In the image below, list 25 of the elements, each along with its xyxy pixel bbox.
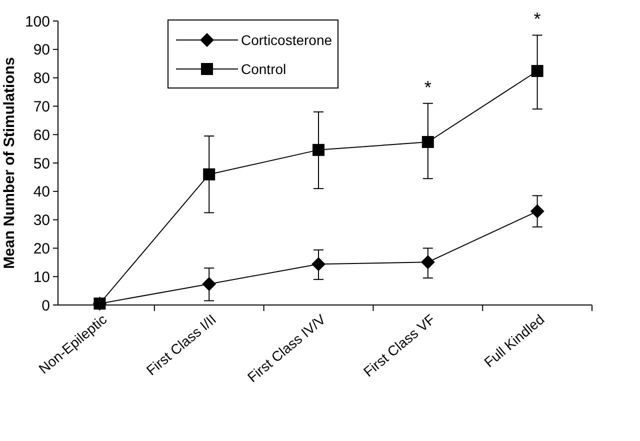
annotation: *	[424, 77, 432, 98]
y-tick-label: 100	[24, 13, 50, 30]
y-tick-label: 20	[33, 240, 50, 258]
y-tick-label: 50	[33, 155, 50, 172]
annotation: *	[534, 9, 541, 30]
y-axis-title: Mean Number of Stimulations	[1, 57, 18, 269]
point	[531, 64, 544, 77]
point	[94, 298, 106, 310]
legend-label: Control	[241, 60, 286, 77]
y-tick-label: 40	[33, 184, 50, 201]
y-tick-label: 10	[33, 268, 50, 286]
y-tick-label: 30	[33, 212, 50, 230]
legend-label: Corticosterone	[241, 32, 332, 48]
point	[530, 204, 544, 218]
point	[312, 257, 326, 272]
point	[202, 276, 216, 291]
y-tick-label: 60	[33, 126, 50, 144]
y-tick-label: 0	[42, 297, 50, 314]
y-tick-label: 70	[33, 98, 50, 116]
point	[420, 255, 435, 270]
y-tick-label: 90	[33, 42, 50, 59]
point	[203, 168, 216, 180]
point	[312, 144, 324, 156]
point	[422, 136, 434, 148]
y-tick-label: 80	[33, 70, 50, 88]
